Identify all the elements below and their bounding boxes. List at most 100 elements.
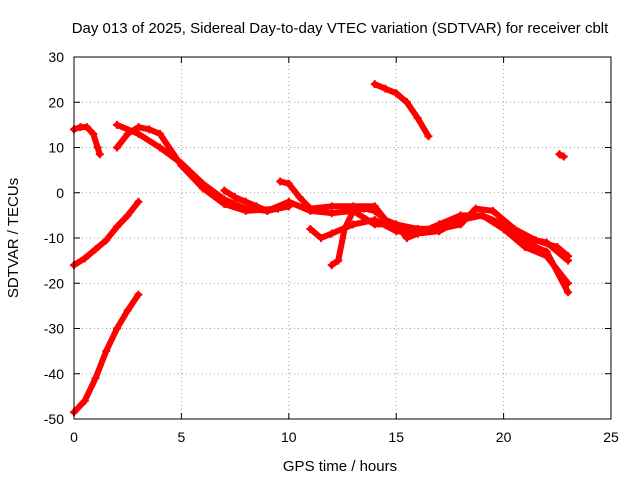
data-point (553, 243, 562, 252)
series-arc-8 (327, 204, 573, 297)
series-arc-2 (70, 197, 143, 270)
x-tick-label: 15 (388, 429, 404, 445)
data-point (392, 89, 401, 98)
data-point (145, 125, 154, 134)
data-point (220, 200, 229, 209)
x-tick-label: 10 (281, 429, 297, 445)
x-tick-label: 5 (178, 429, 186, 445)
y-tick-label: -30 (44, 321, 64, 337)
series-arc-10 (370, 80, 433, 141)
data-point (284, 179, 293, 188)
data-point (112, 120, 121, 129)
series-arc-3 (70, 290, 143, 417)
x-tick-label: 25 (603, 429, 619, 445)
y-tick-label: 20 (48, 94, 64, 110)
data-point (499, 222, 508, 231)
data-point (134, 290, 143, 299)
data-point (241, 206, 250, 215)
data-point (134, 123, 143, 132)
data-point (402, 234, 411, 242)
data-point (89, 129, 98, 138)
data-point (82, 123, 91, 132)
y-tick-label: 10 (48, 140, 64, 156)
data-point (102, 347, 111, 356)
data-point (91, 245, 100, 254)
data-point (521, 238, 530, 247)
data-point (327, 261, 336, 270)
x-tick-label: 0 (70, 429, 78, 445)
data-point (252, 202, 261, 211)
y-tick-label: -10 (44, 230, 64, 246)
y-tick-label: 30 (48, 49, 64, 65)
data-point (123, 211, 132, 220)
data-point (80, 396, 89, 405)
series-line (114, 121, 292, 214)
data-point (488, 206, 497, 215)
series-line (371, 81, 432, 140)
data-point (327, 229, 336, 238)
data-point (478, 211, 487, 220)
data-point (531, 236, 540, 245)
data-point (306, 206, 315, 215)
data-point (349, 220, 358, 229)
data-point (456, 220, 465, 229)
data-point (263, 206, 272, 215)
data-point (284, 197, 293, 206)
data-point (276, 177, 285, 186)
data-point (80, 254, 89, 263)
data-point (349, 206, 358, 215)
data-point (359, 204, 368, 213)
data-point (542, 247, 551, 256)
data-point (510, 224, 519, 233)
data-point (424, 132, 433, 141)
data-point (327, 209, 336, 218)
series-arc-1 (70, 123, 104, 159)
data-point (112, 324, 121, 333)
data-point (295, 193, 304, 202)
data-point (155, 143, 164, 152)
data-point (231, 193, 240, 202)
data-point (134, 129, 143, 138)
series-arc-11 (555, 150, 568, 161)
chart-title: Day 013 of 2025, Sidereal Day-to-day VTE… (72, 20, 609, 37)
series-line (307, 212, 571, 287)
data-point (370, 80, 379, 89)
data-point (564, 252, 573, 261)
data-point (123, 306, 132, 315)
series-line (71, 198, 142, 269)
data-point (134, 197, 143, 206)
data-point (198, 184, 207, 193)
data-point (306, 224, 315, 233)
data-point (413, 224, 422, 233)
data-point (95, 150, 104, 159)
data-point (220, 186, 229, 195)
data-point (112, 143, 121, 152)
data-point (559, 152, 568, 161)
axes: 0 5 10 15 20 25 -50 -40 -30 -20 -10 0 10 20 30 (44, 49, 619, 445)
data-point (456, 211, 465, 220)
data-point (413, 114, 422, 123)
data-point (241, 197, 250, 206)
y-tick-label: 0 (56, 185, 64, 201)
data-point (471, 204, 480, 213)
y-tick-label: -50 (44, 411, 64, 427)
data-point (112, 222, 121, 231)
data-point (123, 129, 132, 138)
data-point (327, 202, 336, 211)
data-point (564, 288, 573, 297)
data-point (555, 150, 564, 159)
data-point (370, 220, 379, 229)
data-point (334, 256, 343, 265)
data-point (91, 374, 100, 383)
y-axis-title: SDTVAR / TECUs (5, 178, 22, 298)
series-line (71, 124, 103, 158)
series-arc-9 (220, 186, 573, 261)
data-point (392, 220, 401, 229)
data-point (435, 224, 444, 233)
data-point (402, 98, 411, 107)
data-point (381, 84, 390, 93)
data-point (340, 224, 349, 233)
data-point (177, 161, 186, 170)
series-arc-6 (276, 177, 573, 265)
